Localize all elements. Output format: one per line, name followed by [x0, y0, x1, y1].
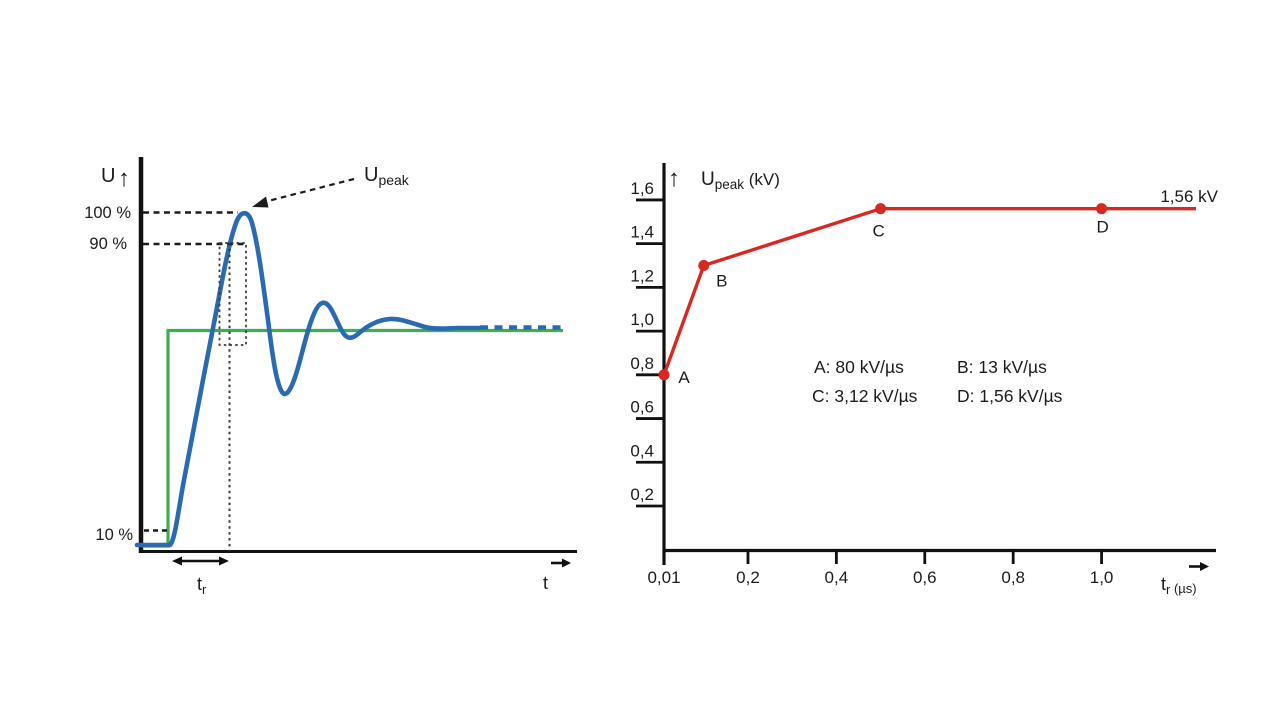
x-tick-label: 0,4	[825, 568, 849, 587]
legend-line-a: A: 80 kV/µs	[814, 357, 904, 377]
data-point-A	[658, 369, 670, 381]
peak-pointer-line	[267, 177, 355, 203]
plateau-value-label: 1,56 kV	[1160, 187, 1218, 206]
level-100-label: 100 %	[84, 204, 131, 222]
rise-time-label: tr	[197, 574, 207, 597]
legend-line-c: C: 3,12 kV/µs	[812, 386, 918, 406]
legend-line-b: B: 13 kV/µs	[957, 357, 1047, 377]
data-point-C	[875, 203, 887, 215]
response-curve	[134, 210, 483, 548]
rise-time-arrow	[172, 556, 229, 566]
y-tick-label: 1,2	[630, 266, 654, 285]
y-tick-label: 0,2	[630, 485, 654, 504]
peak-voltage-chart: 0,20,40,60,81,01,21,41,6 0,01 0,2 0,4 0,6 0,…	[630, 163, 1219, 597]
y-tick-label: 1,4	[630, 223, 654, 242]
ninety-percent-window	[218, 242, 247, 346]
y-tick-label: 0,4	[630, 441, 654, 460]
peak-pointer-arrowhead-icon	[252, 196, 269, 208]
rise-time-diagram: U ↑ 100 % 90 % 10 % Upeak tr t	[84, 157, 577, 597]
level-10-label: 10 %	[95, 526, 133, 544]
right-x-axis-label: tr (µs)	[1161, 574, 1197, 597]
right-x-axis-arrow-icon	[1189, 562, 1209, 571]
y-tick-label: 1,0	[630, 310, 654, 329]
legend-line-d: D: 1,56 kV/µs	[957, 386, 1063, 406]
x-tick-label: 0,6	[913, 568, 937, 587]
level-90-label: 90 %	[89, 235, 127, 253]
x-tick-label: 1,0	[1090, 568, 1114, 587]
point-letter-D: D	[1096, 218, 1108, 237]
point-letter-A: A	[678, 368, 690, 387]
y-axis-ticks: 0,2 0,4 0,6 0,8 1,0 1,2 1,4 1,6	[630, 179, 664, 508]
x-tick-label: 0,8	[1001, 568, 1025, 587]
y-tick-label: 0,8	[630, 354, 654, 373]
left-x-axis-label: t	[543, 573, 548, 593]
slew-rate-legend: A: 80 kV/µs B: 13 kV/µs C: 3,12 kV/µs D:…	[812, 357, 1063, 406]
y-tick-label: 0,6	[630, 398, 654, 417]
peak-voltage-series: A B C D	[658, 203, 1196, 387]
data-point-B	[698, 260, 710, 272]
y-tick-label: 1,6	[630, 179, 654, 198]
x-axis-ticks: 0,01 0,2 0,4 0,6 0,8 1,0	[647, 551, 1113, 587]
right-y-axis-label: Upeak (kV)	[701, 169, 780, 192]
data-point-D	[1096, 203, 1108, 215]
left-y-axis-up-arrow-icon: ↑	[118, 165, 130, 192]
peak-pointer-label: Upeak	[364, 164, 410, 188]
left-x-axis-arrow-icon	[551, 558, 571, 568]
right-y-axis-up-arrow-icon: ↑	[668, 165, 680, 192]
left-y-axis-label: U	[101, 165, 115, 187]
red-series-line	[662, 206, 1196, 376]
point-letter-C: C	[872, 222, 884, 241]
x-tick-label: 0,2	[736, 568, 760, 587]
x-tick-label: 0,01	[647, 568, 680, 587]
point-letter-B: B	[716, 272, 727, 291]
